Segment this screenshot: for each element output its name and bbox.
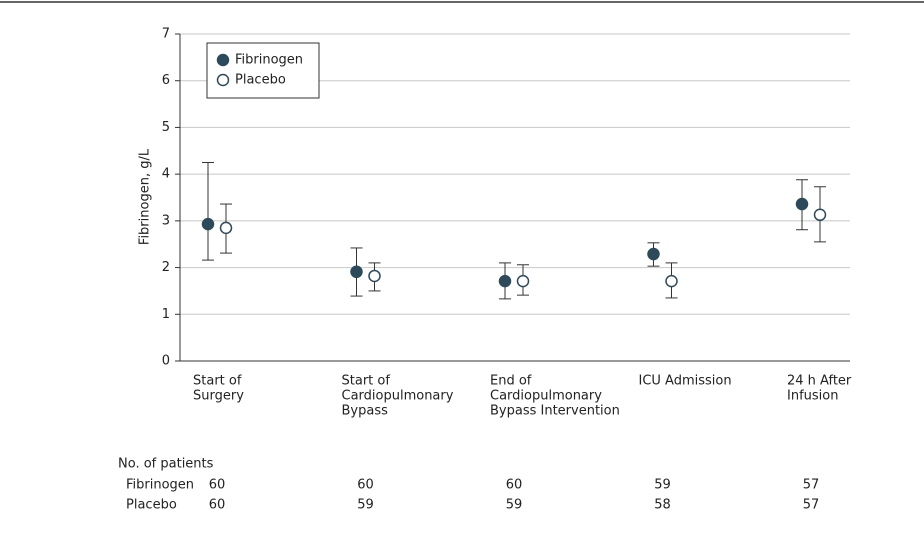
- x-tick-label: Bypass: [342, 404, 389, 419]
- x-tick-label: Cardiopulmonary: [342, 389, 454, 404]
- y-tick-label: 0: [162, 354, 170, 369]
- point: [647, 247, 660, 261]
- x-tick-label: Start of: [193, 374, 242, 389]
- legend-label: Placebo: [235, 73, 286, 88]
- legend-marker: [216, 73, 230, 87]
- point: [665, 274, 678, 288]
- patients-title: No. of patients: [118, 457, 214, 472]
- point: [201, 217, 215, 231]
- legend-label: Fibrinogen: [235, 53, 303, 68]
- x-tick-label: ICU Admission: [639, 374, 732, 389]
- x-tick-label: Bypass Intervention: [490, 404, 620, 419]
- y-tick-label: 4: [162, 167, 170, 182]
- patients-count: 57: [803, 498, 820, 513]
- point: [795, 197, 809, 211]
- patients-row-label: Fibrinogen: [126, 478, 194, 493]
- x-tick-label: Cardiopulmonary: [490, 389, 602, 404]
- patients-count: 59: [654, 478, 671, 493]
- y-tick-label: 3: [162, 213, 170, 228]
- point: [219, 221, 233, 235]
- patients-count: 59: [506, 498, 523, 513]
- x-tick-label: End of: [490, 374, 532, 389]
- patients-count: 59: [357, 498, 374, 513]
- x-tick-label: Surgery: [193, 389, 244, 404]
- patients-count: 60: [357, 478, 374, 493]
- x-tick-label: Infusion: [787, 389, 838, 404]
- legend-marker: [216, 53, 230, 67]
- patients-row-label: Placebo: [126, 498, 177, 513]
- y-tick-label: 6: [162, 73, 170, 88]
- y-tick-label: 2: [162, 260, 170, 275]
- y-tick-label: 7: [162, 27, 170, 42]
- point: [813, 208, 827, 222]
- patients-count: 58: [654, 498, 671, 513]
- point: [350, 265, 363, 279]
- x-tick-label: 24 h After: [787, 374, 852, 389]
- patients-count: 60: [209, 498, 226, 513]
- y-tick-label: 1: [162, 307, 170, 322]
- y-tick-label: 5: [162, 120, 170, 135]
- point: [516, 274, 530, 288]
- patients-count: 60: [506, 478, 523, 493]
- y-axis-label: Fibrinogen, g/L: [138, 148, 153, 245]
- legend-box: [206, 42, 320, 99]
- point: [498, 274, 512, 288]
- point: [368, 269, 381, 283]
- x-tick-label: Start of: [342, 374, 391, 389]
- patients-count: 57: [803, 478, 820, 493]
- patients-count: 60: [209, 478, 226, 493]
